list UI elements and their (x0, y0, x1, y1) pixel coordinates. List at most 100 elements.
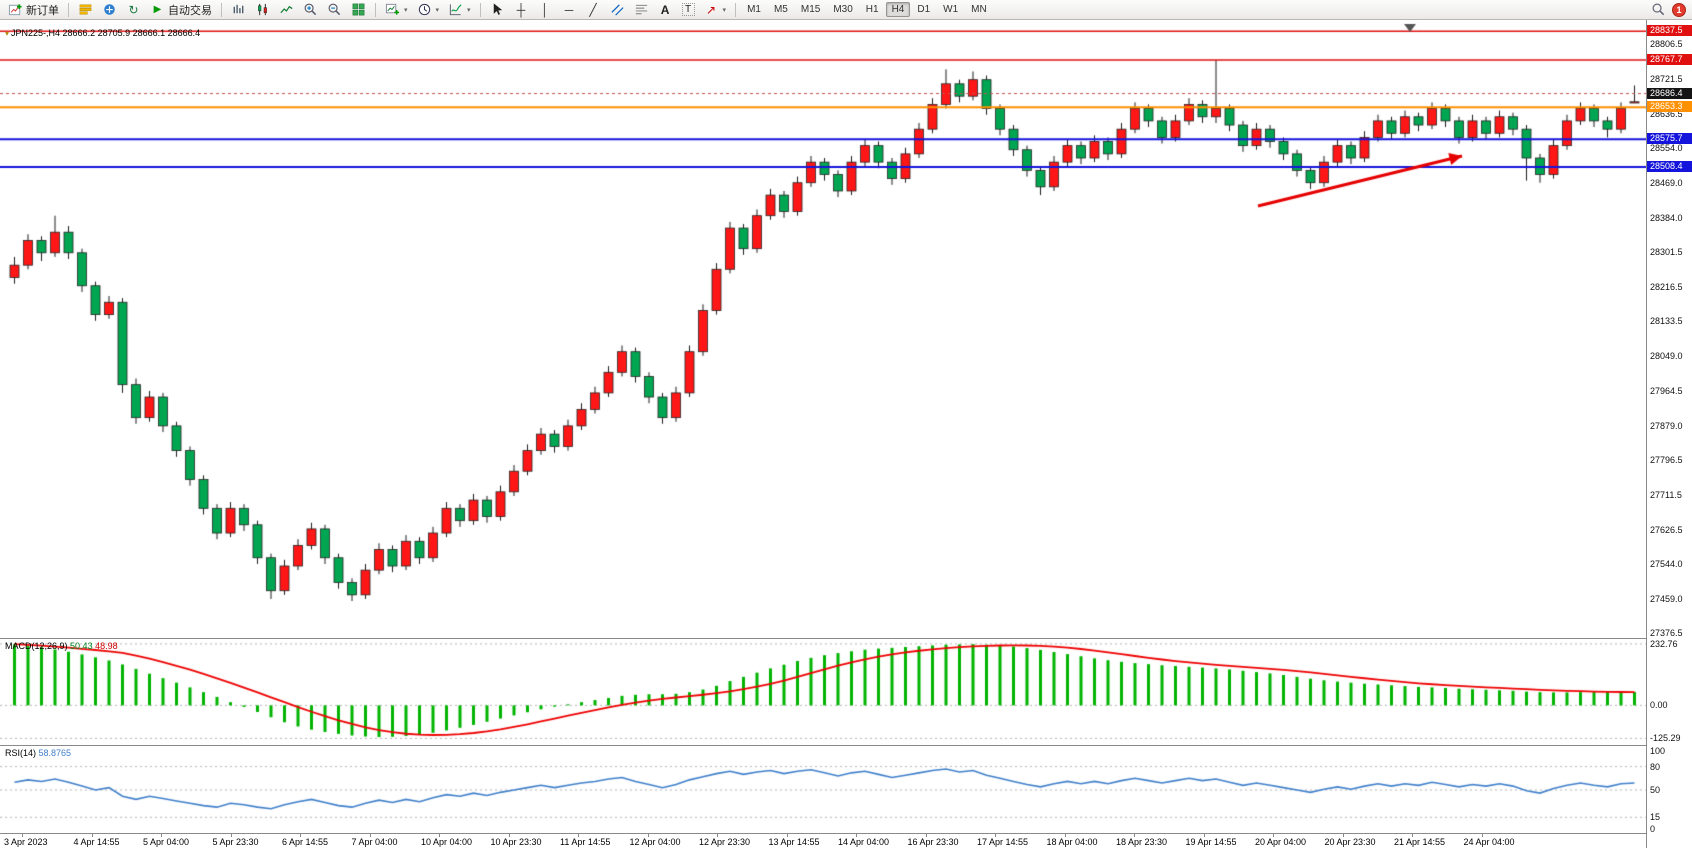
panel-separator[interactable] (0, 745, 1646, 746)
bar-chart-icon (231, 2, 246, 17)
cursor-tool-button[interactable] (486, 1, 509, 19)
period-button[interactable]: ▾ (413, 1, 444, 19)
chart-title: ▾ JPN225-,H4 28666.2 28705.9 28666.1 2866… (5, 28, 200, 38)
text-label-icon: T (681, 3, 695, 16)
timeframe-button-MN[interactable]: MN (971, 4, 987, 15)
price-axis-label: 27964.5 (1650, 386, 1683, 397)
time-axis-tick (856, 834, 857, 837)
zoom-out-button[interactable] (323, 1, 346, 19)
rsi-axis-label: 80 (1650, 761, 1661, 772)
navigator-button[interactable] (98, 1, 121, 19)
autotrading-button[interactable]: ▶ 自动交易 (146, 1, 216, 19)
price-axis-label: 28469.0 (1650, 178, 1683, 189)
line-chart-button[interactable] (275, 1, 298, 19)
chart-window: ▾ JPN225-,H4 28666.2 28705.9 28666.1 2866… (0, 20, 1692, 848)
toolbar-right: 1 (1651, 2, 1688, 17)
panel-separator[interactable] (0, 638, 1646, 639)
time-axis-tick (230, 834, 232, 837)
new-chart-button[interactable]: ▾ (381, 1, 412, 19)
timeframe-button-M15[interactable]: M15 (800, 4, 821, 15)
navigator-icon (102, 2, 117, 17)
market-watch-icon (78, 2, 93, 17)
time-axis-tick (717, 834, 718, 837)
time-axis-tick (1481, 834, 1483, 837)
price-line-label[interactable]: 28837.5 (1647, 25, 1692, 37)
zoom-in-button[interactable] (299, 1, 322, 19)
price-axis-label: 27376.5 (1650, 628, 1683, 639)
arrow-shape-icon: ↗ (706, 2, 717, 17)
macd-axis-label: -125.29 (1650, 733, 1681, 744)
trendline-icon: ╱ (589, 2, 597, 17)
time-axis-label: 12 Apr 04:00 (629, 837, 681, 847)
price-line-label[interactable]: 28575.7 (1647, 133, 1692, 145)
time-axis-label: 7 Apr 04:00 (351, 837, 398, 847)
market-watch-button[interactable] (74, 1, 97, 19)
chevron-down-icon: ▾ (467, 6, 471, 14)
text-tool-button[interactable]: A (654, 1, 677, 19)
bar-chart-button[interactable] (227, 1, 250, 19)
timeframe-button-H1[interactable]: H1 (865, 4, 879, 15)
time-axis[interactable]: 3 Apr 2023 4 Apr 14:55 5 Apr 04:00 5 Apr 23… (0, 833, 1646, 848)
time-axis-tick (439, 834, 440, 837)
macd-axis-label: 232.76 (1650, 638, 1678, 649)
trendline-tool-button[interactable]: ╱ (582, 1, 605, 19)
toolbar: 新订单 ↻ ▶ 自动交易 (0, 0, 1692, 20)
tile-windows-button[interactable] (347, 1, 370, 19)
price-line-label[interactable]: 28508.4 (1647, 160, 1692, 172)
crosshair-tool-button[interactable]: ┼ (510, 1, 533, 19)
price-axis[interactable]: 28806.5 28721.5 28636.5 28554.0 28469.0 28384… (1646, 20, 1692, 848)
time-axis-label: 10 Apr 23:30 (490, 837, 542, 847)
fibonacci-tool-button[interactable] (630, 1, 653, 19)
main-chart-canvas[interactable] (0, 20, 1646, 638)
timeframe-button-M1[interactable]: M1 (747, 4, 761, 15)
time-axis-tick (925, 834, 927, 837)
chart-title-text: JPN225-,H4 28666.2 28705.9 28666.1 28666… (11, 28, 201, 38)
rsi-axis-label: 100 (1650, 746, 1666, 756)
channel-tool-button[interactable] (606, 1, 629, 19)
refresh-button[interactable]: ↻ (122, 1, 145, 19)
text-icon: A (660, 2, 670, 17)
text-label-tool-button[interactable]: T (678, 1, 699, 19)
time-axis-tick (1203, 834, 1205, 837)
search-icon[interactable] (1651, 2, 1666, 17)
price-axis-label: 28216.5 (1650, 282, 1683, 293)
time-axis-label: 14 Apr 04:00 (838, 837, 890, 847)
timeframe-button-D1[interactable]: D1 (917, 4, 931, 15)
indicators-button[interactable]: ▾ (444, 1, 475, 19)
new-order-button[interactable]: 新订单 (4, 1, 63, 19)
price-line-label[interactable]: 28653.3 (1647, 101, 1692, 113)
toolbar-separator (68, 2, 69, 17)
time-axis-tick (1342, 834, 1344, 837)
macd-canvas[interactable] (0, 639, 1646, 745)
time-axis-tick (1064, 834, 1066, 837)
refresh-icon: ↻ (128, 2, 139, 17)
tile-windows-icon (351, 2, 366, 17)
time-axis-tick (161, 834, 162, 837)
price-axis-label: 27879.0 (1650, 421, 1683, 432)
macd-label: MACD(12,26,9) 50.43 48.98 (5, 641, 118, 651)
price-axis-label: 28049.0 (1650, 351, 1683, 362)
notification-badge[interactable]: 1 (1672, 2, 1686, 17)
horizontal-line-tool-button[interactable]: ─ (558, 1, 581, 19)
price-axis-label: 27544.0 (1650, 559, 1683, 570)
timeframe-button-M30[interactable]: M30 (833, 4, 853, 15)
zoom-in-icon (303, 2, 318, 17)
time-axis-label: 5 Apr 04:00 (143, 837, 190, 847)
arrows-tool-button[interactable]: ↗ ▾ (700, 1, 731, 19)
vertical-line-tool-button[interactable]: │ (534, 1, 557, 19)
timeframe-button-M5[interactable]: M5 (773, 4, 788, 15)
time-axis-tick (22, 834, 23, 837)
price-axis-label: 27711.5 (1650, 490, 1682, 501)
price-axis-label: 28636.5 (1650, 109, 1683, 120)
macd-name: MACD(12,26,9) (5, 641, 68, 651)
candlestick-chart-button[interactable] (251, 1, 274, 19)
price-line-label[interactable]: 28767.7 (1647, 54, 1692, 66)
fibonacci-icon (634, 2, 649, 17)
time-axis-label: 18 Apr 23:30 (1116, 837, 1168, 847)
timeframe-button-W1[interactable]: W1 (943, 4, 959, 15)
time-axis-tick (300, 834, 301, 837)
price-line-label[interactable]: 28686.4 (1647, 87, 1692, 99)
time-axis-tick (1273, 834, 1274, 837)
timeframe-button-H4[interactable]: H4 (885, 2, 911, 17)
rsi-canvas[interactable] (0, 746, 1646, 833)
